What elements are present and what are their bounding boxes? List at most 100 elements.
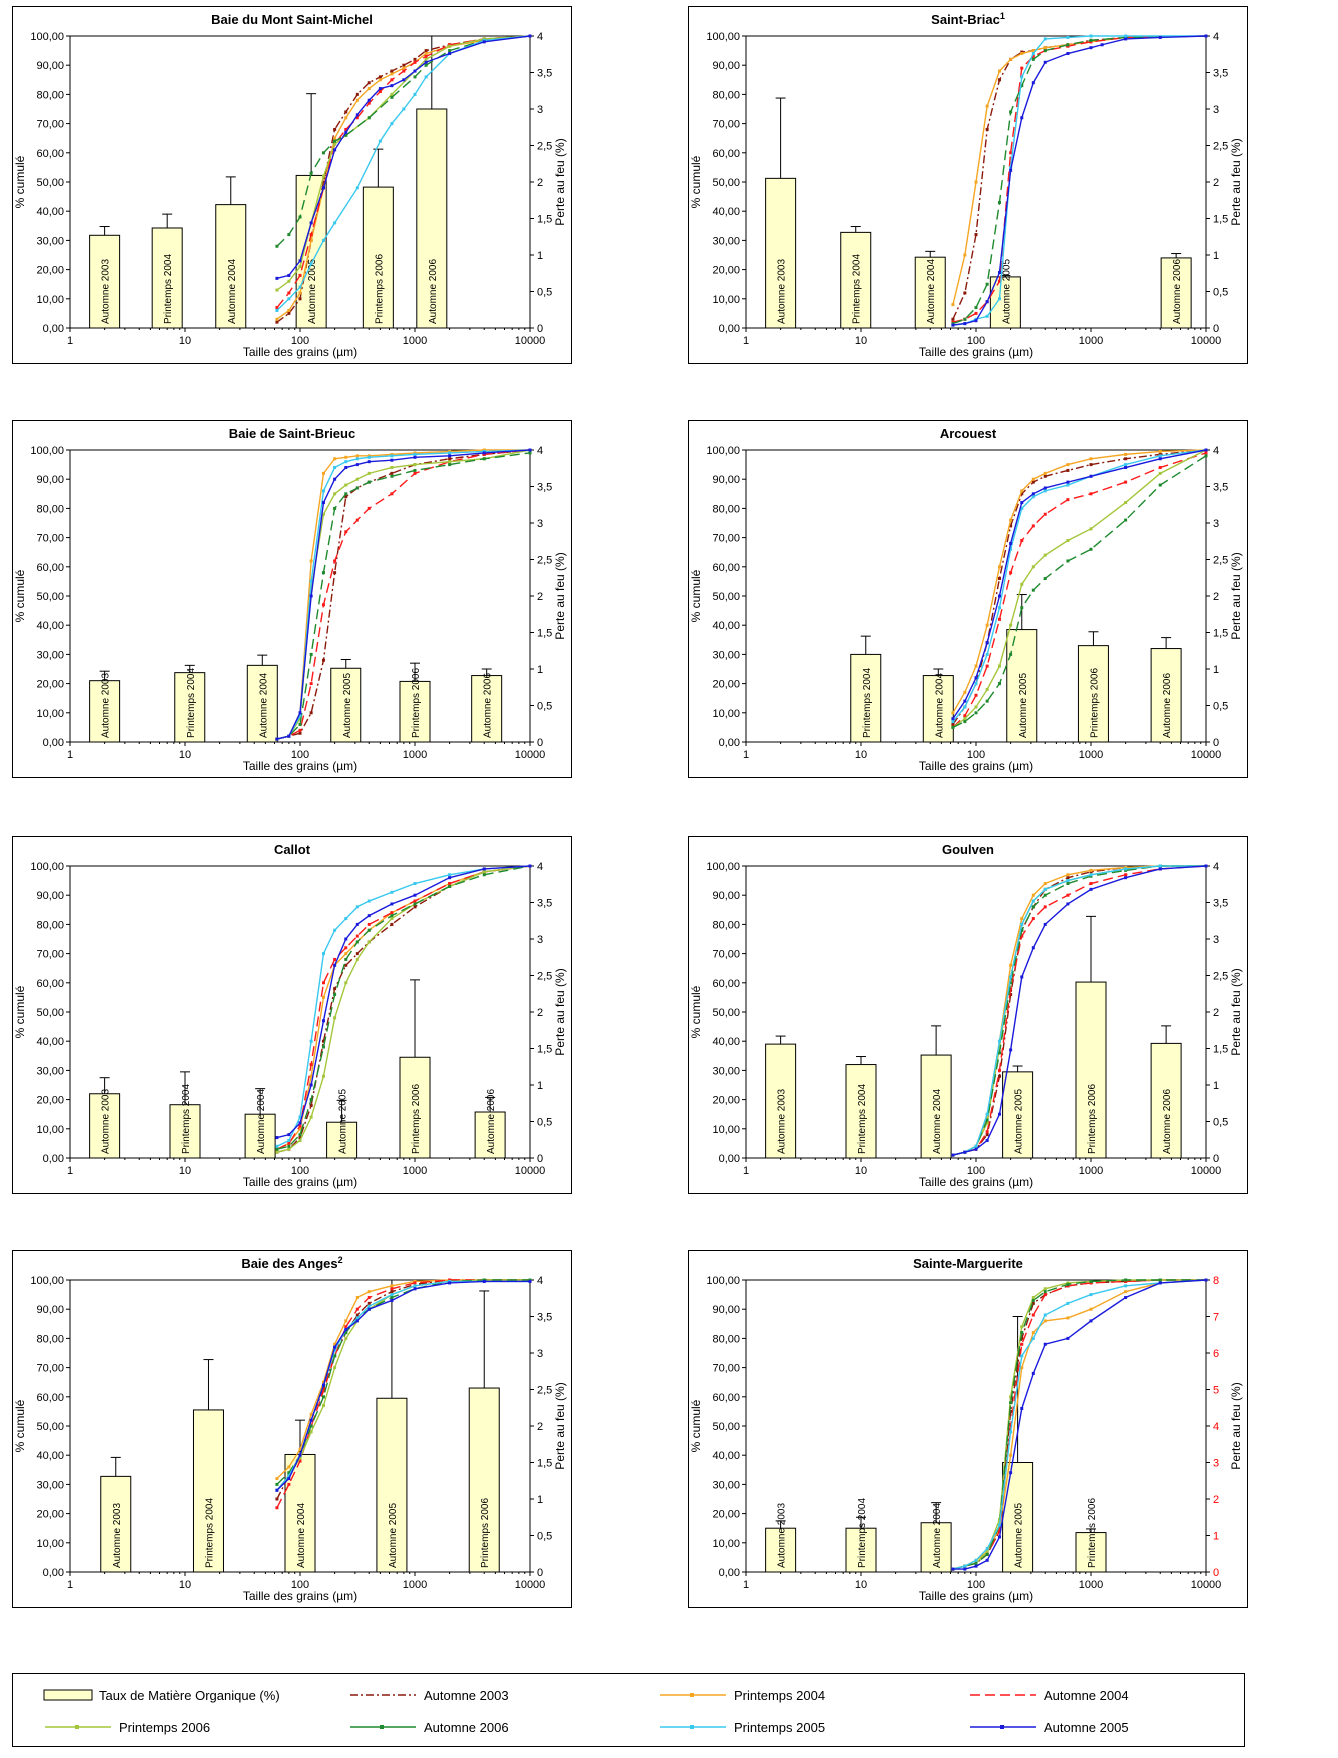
chart-title-superscript: 2 [338, 1255, 343, 1265]
bar-label: Printemps 2006 [1087, 1084, 1098, 1154]
series-point [333, 992, 337, 996]
series-point [1020, 75, 1024, 79]
legend-item: Automne 2006 [348, 1718, 509, 1736]
series-point [528, 1279, 532, 1283]
series-point [482, 867, 486, 871]
series-point [1066, 902, 1070, 906]
series-point [997, 594, 1001, 598]
series-point [275, 276, 279, 280]
chart-title: Saint-Briac1 [931, 11, 1005, 27]
series-point [1124, 1278, 1128, 1282]
series-point [413, 882, 417, 886]
series-point [1009, 524, 1013, 528]
y2-tick-label: 3,5 [1213, 482, 1228, 494]
series-point [298, 717, 302, 721]
series-point [287, 1474, 291, 1478]
y-tick-label: 90,00 [36, 890, 64, 902]
bar-label: Automne 2005 [1001, 259, 1012, 324]
x-tick-label: 1 [743, 335, 749, 347]
series-point [321, 1380, 325, 1384]
series-point [333, 139, 337, 143]
y2-tick-label: 1 [1213, 1080, 1219, 1092]
bar-label: Printemps 2006 [480, 1498, 491, 1568]
bar [326, 1121, 358, 1159]
series-point [1124, 1284, 1128, 1288]
y-tick-label: 100,00 [706, 1275, 740, 1287]
y2-tick-label: 0,5 [537, 701, 552, 713]
x-axis-label: Taille des grains (µm) [243, 345, 357, 359]
chart-panel-6: Goulven 0,00 10,00 20,00 30,00 40,00 50,00 60,0… [688, 836, 1248, 1194]
series-point [1020, 917, 1024, 921]
series-point [1031, 57, 1035, 61]
series-point [287, 1147, 291, 1151]
y-tick-label: 60,00 [36, 562, 64, 574]
series-point [1158, 1278, 1162, 1282]
y2-tick-label: 1,5 [1213, 628, 1228, 640]
y-tick-label: 0,00 [719, 737, 740, 749]
series-point [1066, 879, 1070, 883]
series-line [952, 449, 1207, 720]
legend-label: Automne 2004 [1044, 1687, 1129, 1703]
bar [920, 1054, 952, 1159]
bar-label: Automne 2003 [777, 259, 788, 324]
series-point [985, 664, 989, 668]
series-point [997, 1112, 1001, 1116]
series-point [963, 317, 967, 321]
series-point [390, 466, 394, 470]
series-point [1066, 1316, 1070, 1320]
series-point [321, 238, 325, 242]
series-point [985, 641, 989, 645]
series-point [287, 233, 291, 237]
series-point [287, 1141, 291, 1145]
y-tick-label: 100,00 [706, 445, 740, 457]
y2-axis-label: Perte au feu (%) [1229, 138, 1243, 225]
series-point [448, 49, 452, 53]
series-point [963, 690, 967, 694]
legend-item: Printemps 2004 [658, 1686, 825, 1704]
series-point [1020, 1336, 1024, 1340]
y-tick-label: 80,00 [36, 89, 64, 101]
bar-label: Automne 2006 [1162, 673, 1173, 738]
y2-tick-label: 2 [1213, 591, 1219, 603]
series-point [309, 652, 313, 656]
series-point [344, 492, 348, 496]
series-point [309, 1063, 313, 1067]
chart-panel-4: Arcouest 0,00 10,00 20,00 30,00 40,00 50,00 60,… [688, 420, 1248, 778]
series-point [997, 1051, 1001, 1055]
legend-item: Automne 2004 [968, 1686, 1129, 1704]
series-point [333, 1348, 337, 1352]
series-point [963, 720, 967, 724]
series-point [355, 518, 359, 522]
y-tick-label: 0,00 [719, 1153, 740, 1165]
series-point [367, 928, 371, 932]
bar-label: Printemps 2004 [857, 1084, 868, 1154]
series-point [355, 1313, 359, 1317]
bar [89, 234, 121, 329]
bar-label: Automne 2006 [486, 1089, 497, 1154]
y-tick-label: 80,00 [712, 919, 740, 931]
series-point [1089, 1319, 1093, 1323]
series-point [1158, 457, 1162, 461]
series-point [1066, 873, 1070, 877]
series-point [1124, 501, 1128, 505]
y-tick-label: 80,00 [36, 919, 64, 931]
y-tick-label: 10,00 [712, 1538, 740, 1550]
series-point [974, 1564, 978, 1568]
y2-axis-label: Perte au feu (%) [553, 138, 567, 225]
y2-tick-label: 4 [1213, 445, 1219, 457]
series-point [275, 244, 279, 248]
series-point [424, 54, 428, 58]
y-tick-label: 30,00 [712, 1065, 740, 1077]
y-tick-label: 10,00 [36, 294, 64, 306]
series-point [974, 676, 978, 680]
series-point [321, 180, 325, 184]
series-point [482, 873, 486, 877]
series-point [298, 265, 302, 269]
x-tick-label: 1000 [1079, 335, 1103, 347]
series-point [275, 1488, 279, 1492]
chart-title: Goulven [942, 842, 994, 857]
bar-label: Automne 2003 [101, 1089, 112, 1154]
series-point [355, 952, 359, 956]
y-tick-label: 0,00 [43, 1567, 64, 1579]
y-tick-label: 50,00 [36, 177, 64, 189]
